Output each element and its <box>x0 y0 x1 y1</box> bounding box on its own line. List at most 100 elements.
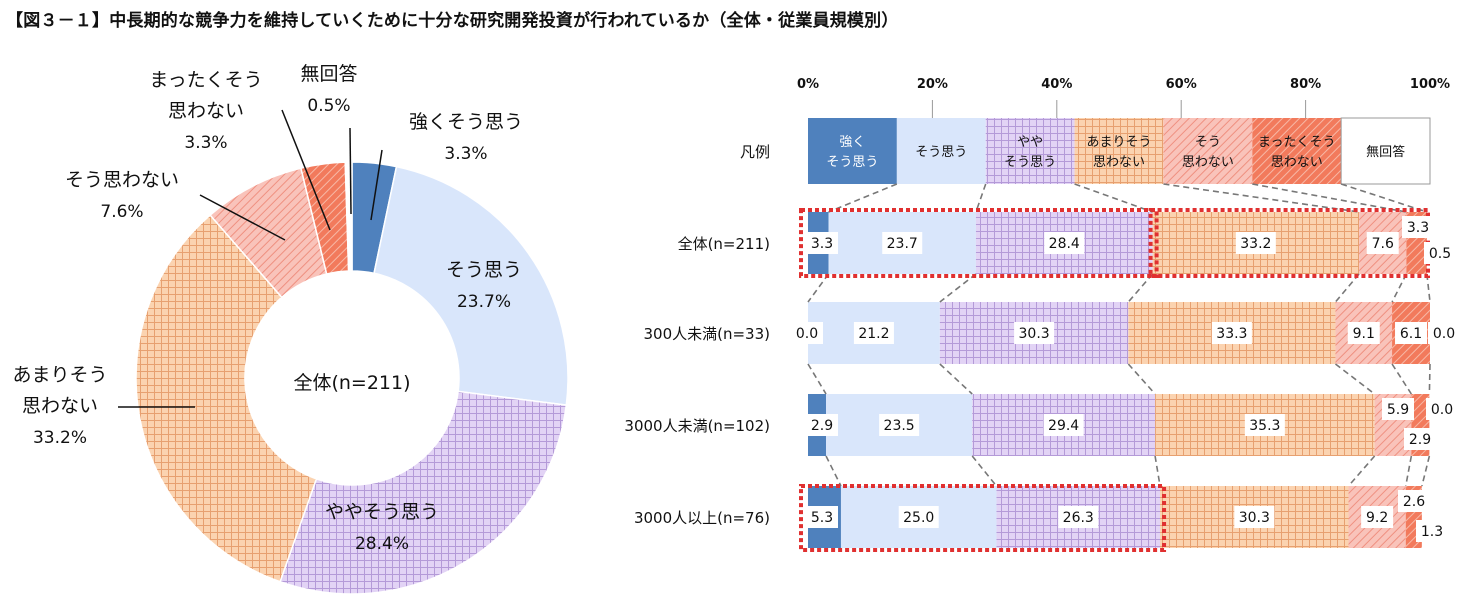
legend-swatch <box>1340 117 1431 185</box>
row-label: 300人未満(n=33) <box>644 325 771 343</box>
value-label: 5.3 <box>811 510 833 526</box>
value-label-bg <box>882 232 923 254</box>
value-label: 23.7 <box>887 236 918 252</box>
legend-label: そう思う <box>915 145 967 160</box>
value-label: 30.3 <box>1019 326 1050 342</box>
value-label-bg <box>1244 414 1285 436</box>
value-label: 30.3 <box>1239 510 1270 526</box>
legend-label: まったくそう思わない <box>1258 135 1335 170</box>
connector-line <box>1074 183 1153 213</box>
value-label: 6.1 <box>1400 326 1422 342</box>
legend-swatch <box>896 118 986 184</box>
value-label: 28.4 <box>1049 236 1080 252</box>
legend-swatch <box>985 118 1075 184</box>
bar-segment <box>1421 486 1430 548</box>
connector-line <box>1391 363 1413 395</box>
value-label: 2.9 <box>811 418 833 434</box>
legend-label: あまりそう思わない <box>1086 135 1151 170</box>
value-label-bg <box>1211 322 1252 344</box>
connector-line <box>1391 273 1408 303</box>
legend-label: そう思わない <box>1182 135 1234 170</box>
value-label-bg <box>1235 232 1276 254</box>
connector-line <box>1428 363 1431 395</box>
legend-label: 強くそう思う <box>826 135 878 170</box>
connector-line <box>1334 363 1376 395</box>
value-label-bg <box>1404 428 1436 450</box>
connector-line <box>828 183 898 213</box>
value-label: 5.9 <box>1387 402 1409 418</box>
connector-line <box>1252 183 1407 213</box>
value-label-bg <box>806 232 838 254</box>
legend-label: 無回答 <box>1366 144 1405 160</box>
donut-chart: 強くそう思う 3.3% そう思う 23.7% ややそう思う 28.4% あまりそう思わない 3… <box>12 63 569 594</box>
value-label-bg <box>1428 322 1460 344</box>
value-label-bg <box>1398 490 1430 512</box>
x-tick-label: 60% <box>1166 77 1197 92</box>
leader-line <box>281 109 331 231</box>
highlight-box <box>799 484 1167 552</box>
leader-line <box>370 149 383 221</box>
connector-line <box>1404 455 1413 487</box>
slice-label: そう思う 23.7% <box>446 259 522 312</box>
value-label-bg <box>853 322 894 344</box>
value-label-bg <box>1058 506 1099 528</box>
connector-line <box>1127 273 1154 303</box>
donut-slice <box>373 165 569 406</box>
page-title: 【図３－１】中長期的な競争力を維持していくために十分な研究開発投資が行われている… <box>6 11 899 31</box>
row-label: 全体(n=211) <box>678 235 770 253</box>
legend-swatch <box>1074 118 1164 184</box>
value-label-bg <box>898 506 939 528</box>
value-label: 26.3 <box>1063 510 1094 526</box>
value-label-bg <box>1234 506 1275 528</box>
legend-swatch <box>1252 118 1342 184</box>
value-label: 7.6 <box>1372 236 1394 252</box>
value-label: 3.3 <box>1407 220 1429 236</box>
value-label-bg <box>1382 398 1414 420</box>
donut-slice <box>135 214 318 583</box>
value-label: 2.9 <box>1409 432 1431 448</box>
connector-line <box>807 273 830 303</box>
legend-row-label: 凡例 <box>740 143 770 161</box>
connector-line <box>971 455 998 487</box>
row-label: 3000人未満(n=102) <box>624 417 770 435</box>
value-label-bg <box>1426 398 1458 420</box>
connector-line <box>1340 183 1428 213</box>
leader-line <box>199 194 286 241</box>
value-label-bg <box>1416 520 1448 542</box>
x-tick-label: 80% <box>1290 77 1321 92</box>
value-label: 0.5 <box>1429 246 1451 262</box>
value-label: 3.3 <box>811 236 833 252</box>
value-label: 1.3 <box>1421 524 1443 540</box>
highlight-box <box>799 208 1159 278</box>
slice-label: ややそう思う 28.4% <box>325 501 439 554</box>
value-label-bg <box>1424 242 1456 264</box>
value-label: 23.5 <box>884 418 915 434</box>
legend-swatch <box>1163 118 1253 184</box>
x-tick-label: 20% <box>917 77 948 92</box>
value-label-bg <box>806 414 838 436</box>
legend-swatch <box>808 118 897 184</box>
value-label-bg <box>791 322 823 344</box>
value-label: 0.0 <box>1431 402 1453 418</box>
connector-line <box>939 273 977 303</box>
value-label: 29.4 <box>1048 418 1079 434</box>
value-label: 25.0 <box>903 510 934 526</box>
value-label-bg <box>879 414 920 436</box>
slice-label: あまりそう思わない 33.2% <box>12 364 107 448</box>
connector-line <box>1154 455 1161 487</box>
leader-line <box>349 127 352 215</box>
value-label: 33.2 <box>1240 236 1271 252</box>
connector-line <box>1163 183 1360 213</box>
legend-label: ややそう思う <box>1004 135 1056 170</box>
value-label: 0.0 <box>1433 326 1455 342</box>
value-label-bg <box>1395 322 1428 344</box>
x-tick-label: 100% <box>1410 77 1450 92</box>
value-label: 0.0 <box>796 326 818 342</box>
value-label: 9.2 <box>1366 510 1388 526</box>
connector-line <box>1426 273 1431 303</box>
value-label: 21.2 <box>858 326 889 342</box>
value-label-bg <box>1402 216 1434 238</box>
slice-label: まったくそう思わない 3.3% <box>149 69 262 153</box>
x-tick-label: 40% <box>1041 77 1072 92</box>
